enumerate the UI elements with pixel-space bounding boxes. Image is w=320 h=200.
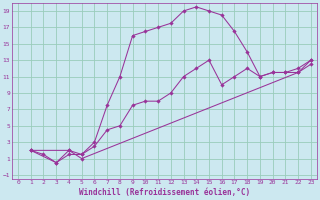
X-axis label: Windchill (Refroidissement éolien,°C): Windchill (Refroidissement éolien,°C) (79, 188, 250, 197)
